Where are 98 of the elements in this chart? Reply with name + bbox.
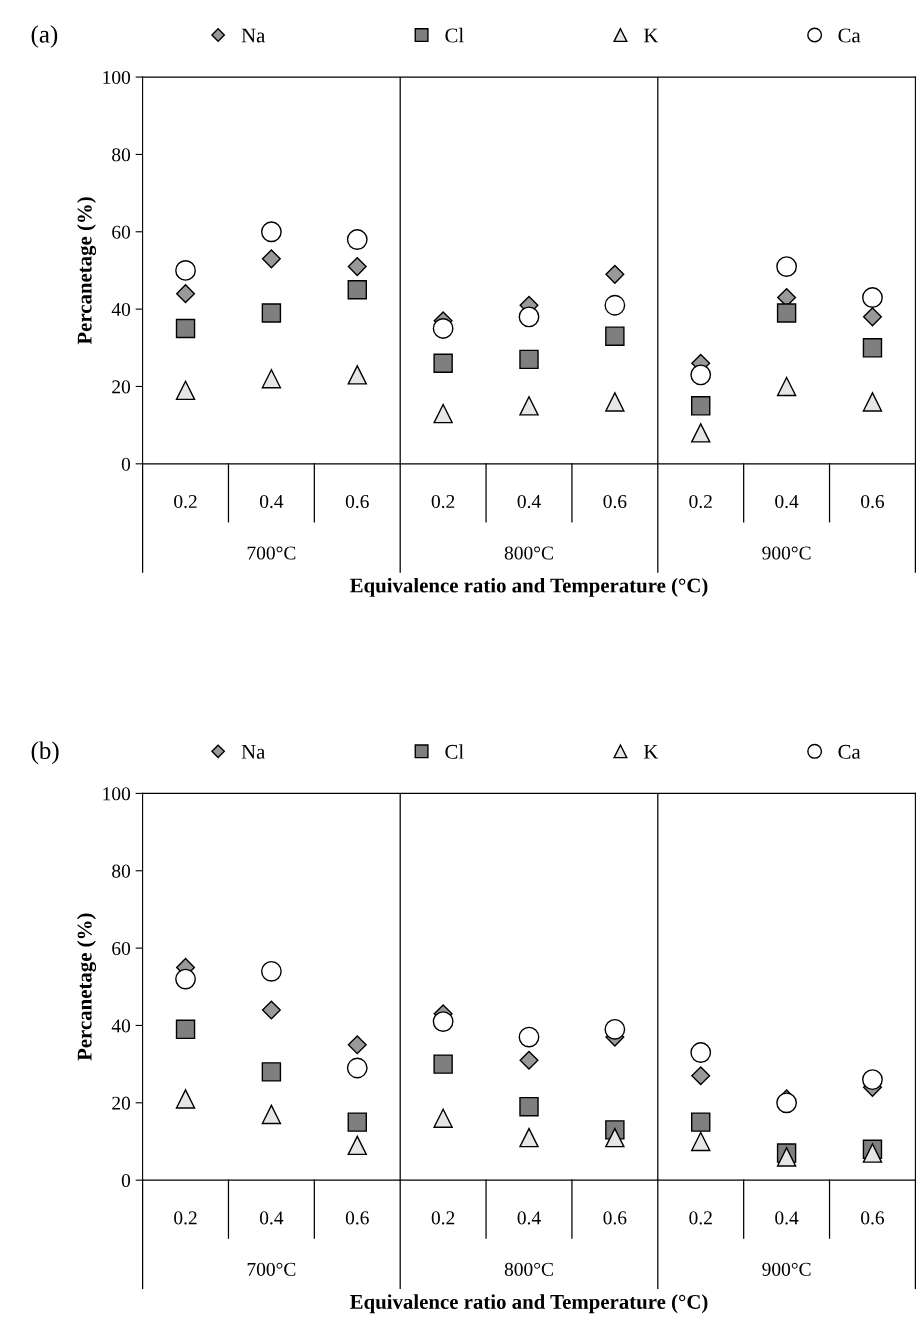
point xyxy=(347,1112,367,1132)
point xyxy=(776,376,797,397)
y-tick-label: 100 xyxy=(103,787,131,801)
point xyxy=(175,968,196,990)
point xyxy=(261,1062,282,1082)
point xyxy=(347,1035,367,1055)
y-tick-label: 80 xyxy=(112,864,131,878)
point xyxy=(776,1092,798,1114)
x-tick-label: 0.2 xyxy=(689,1211,712,1225)
point xyxy=(519,349,539,370)
point xyxy=(433,1054,453,1074)
legend-label: Ca xyxy=(838,744,861,759)
point xyxy=(518,306,540,328)
y-tick-label: 80 xyxy=(112,148,131,162)
point xyxy=(433,353,453,373)
point xyxy=(862,307,883,327)
point xyxy=(347,365,367,385)
point xyxy=(261,1000,281,1020)
x-tick-label: 0.2 xyxy=(174,1211,197,1225)
x-tick-label: 0.2 xyxy=(174,494,197,509)
point xyxy=(605,1127,625,1148)
text: 700°C xyxy=(247,546,296,560)
y-tick-label: 60 xyxy=(112,225,131,239)
x-tick-label: 0.4 xyxy=(259,494,284,509)
point xyxy=(433,403,453,424)
text: 800°C xyxy=(504,546,553,560)
y-axis-title: Percanetage (%) xyxy=(77,197,97,345)
x-tick-label: 0.4 xyxy=(259,1211,284,1225)
legend-label: K xyxy=(643,28,659,43)
point xyxy=(261,369,282,389)
x-tick-label: 0.6 xyxy=(603,494,627,509)
text: 700°C xyxy=(247,1262,296,1276)
y-tick-label: 40 xyxy=(111,302,131,317)
point xyxy=(605,326,625,346)
point xyxy=(175,1019,196,1040)
point xyxy=(261,303,282,323)
y-tick-label: 40 xyxy=(111,1019,131,1033)
legend-label: Na xyxy=(241,28,266,43)
point xyxy=(691,423,711,443)
point xyxy=(261,249,281,269)
point xyxy=(604,1018,626,1040)
point xyxy=(432,318,454,339)
point xyxy=(347,1135,367,1156)
point xyxy=(347,257,367,277)
y-tick-label: 0 xyxy=(121,457,131,471)
point xyxy=(691,1066,711,1086)
x-tick-label: 0.2 xyxy=(689,494,712,509)
point xyxy=(519,396,539,416)
x-tick-label: 0.2 xyxy=(431,1211,455,1225)
x-tick-label: 0.6 xyxy=(603,1211,627,1225)
y-axis-title: Percanetage (%) xyxy=(77,913,97,1061)
text: 800°C xyxy=(504,1262,553,1276)
y-tick-label: 20 xyxy=(112,1096,131,1110)
y-tick-label: 60 xyxy=(112,941,131,956)
y-tick-label: 20 xyxy=(112,380,131,394)
point xyxy=(175,284,196,304)
y-tick-label: 0 xyxy=(121,1173,131,1188)
text: 900°C xyxy=(762,1262,811,1276)
point xyxy=(175,318,196,339)
point xyxy=(605,392,625,412)
legend-label: Cl xyxy=(445,27,464,43)
point xyxy=(691,1112,711,1132)
point xyxy=(432,1011,454,1033)
point xyxy=(433,1108,453,1128)
point xyxy=(519,1096,539,1117)
y-tick-label: 100 xyxy=(103,70,131,85)
chart-title: (a) xyxy=(31,25,58,48)
point xyxy=(261,1104,282,1125)
x-axis-title: Equivalence ratio and Temperature (°C) xyxy=(350,577,708,597)
point xyxy=(519,1127,539,1148)
point xyxy=(862,338,883,358)
x-tick-label: 0.4 xyxy=(517,494,541,509)
x-tick-label: 0.4 xyxy=(775,494,799,509)
point xyxy=(776,303,797,323)
x-tick-label: 0.4 xyxy=(775,1211,799,1225)
point xyxy=(175,1089,196,1109)
x-tick-label: 0.6 xyxy=(345,1211,369,1225)
chart-title: (b) xyxy=(31,741,59,765)
x-tick-label: 0.2 xyxy=(431,494,455,509)
x-tick-label: 0.6 xyxy=(861,1211,885,1225)
legend-label: Na xyxy=(241,744,266,759)
point xyxy=(605,264,625,284)
x-tick-label: 0.6 xyxy=(345,494,369,509)
point xyxy=(862,1069,883,1091)
legend-label: Cl xyxy=(445,744,464,759)
point xyxy=(691,396,711,416)
point xyxy=(862,392,883,412)
point xyxy=(347,280,367,300)
x-tick-label: 0.4 xyxy=(517,1211,541,1225)
legend-label: K xyxy=(643,744,659,759)
legend-label: Ca xyxy=(838,28,861,43)
text: 900°C xyxy=(762,546,811,560)
point xyxy=(519,1050,539,1070)
point xyxy=(691,1131,711,1152)
point xyxy=(690,364,712,386)
x-axis-title: Equivalence ratio and Temperature (°C) xyxy=(350,1294,708,1314)
x-tick-label: 0.6 xyxy=(861,494,885,509)
point xyxy=(175,380,196,401)
